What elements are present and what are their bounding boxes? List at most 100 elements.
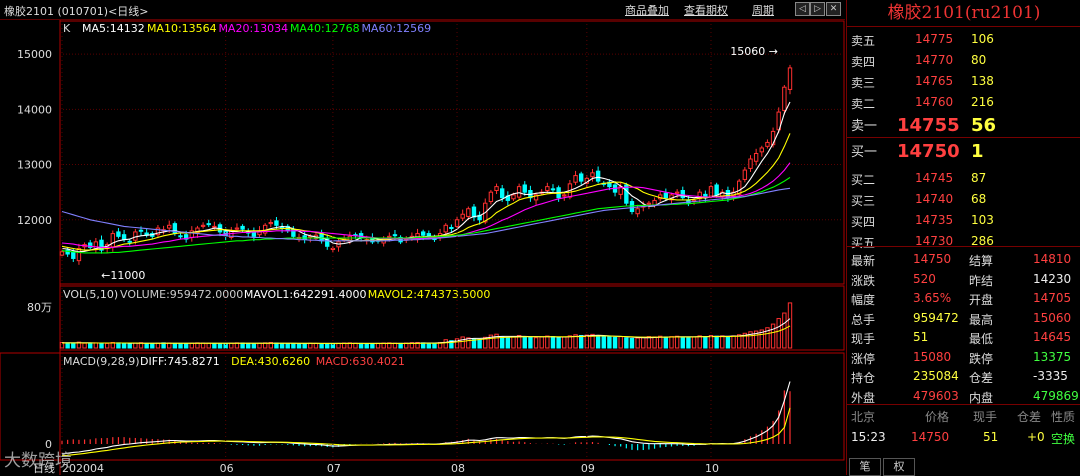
stat-label: 仓差 [969,371,994,385]
volume-bar [573,334,578,349]
volume-bar [505,337,511,349]
volume-bar [776,318,781,349]
tick-time: 15:23 [851,430,886,444]
tick-header-oi: 仓差 [1017,410,1042,424]
kline-ytick: 15000 [17,48,52,61]
volume-bar [172,342,178,349]
volume-bar [189,342,194,349]
stat-label: 涨停 [851,351,876,366]
volume-bar [65,342,70,349]
volume-bar [449,340,454,349]
menu-view-options[interactable]: 查看期权 [684,4,728,17]
tick-header-type: 性质 [1051,410,1076,424]
candle-body [262,224,268,234]
volume-bar [658,335,663,349]
volume-bar [229,342,234,349]
candle-body [759,147,764,153]
ask-price: 14755 [897,115,960,136]
scroll-right-icon[interactable]: ▷ [810,2,825,16]
volume-bar [358,342,364,349]
period-label: 日线 [33,461,55,475]
macd-legend-item: DIFF:745.8271 [140,355,220,368]
ma-line-ma60 [61,187,791,242]
macd-dea-line [61,407,791,457]
ask-row-4: 卖四 14770 80 [847,51,1080,71]
bid-label: 买二 [851,173,876,187]
bid-row-5: 买五 14730 286 [847,232,1080,252]
tick-price: 14750 [911,430,950,444]
volume-bar [291,343,296,349]
candle-body [387,235,392,238]
volume-bar [562,336,567,349]
candle-body [522,184,527,193]
stat-label: 涨跌 [851,273,876,288]
candle-body [753,153,759,162]
candle-body [545,186,550,192]
stat-row: 总手 959472 最高 15060 [847,309,1080,329]
volume-bar [674,335,680,349]
stat-row: 持仓 235084 仓差 -3335 [847,367,1080,387]
volume-bar [686,336,691,349]
volume-bar [601,336,606,349]
stat-row: 现手 51 最低 14645 [847,328,1080,348]
tick-row: 15:23 14750 51 +0 空换 [847,428,1080,448]
stat-value: 3.65% [913,291,952,305]
candle-body [99,239,104,251]
volume-bar [319,343,324,349]
ask-volume: 80 [971,53,987,67]
stat-value: 14810 [1033,252,1072,266]
stat-row: 涨跌 520 昨结 14230 [847,270,1080,290]
tab-ticks[interactable]: 笔 [849,458,881,476]
volume-bar [635,337,640,349]
scroll-left-icon[interactable]: ◁ [795,2,810,16]
bid-volume: 286 [971,234,994,248]
volume-bar [268,341,273,349]
macd-legend-item: DEA:430.6260 [231,355,310,368]
volume-bar [539,336,544,349]
kline-ytick: 12000 [17,214,52,227]
chart-toolbar: 橡胶2101 (010701)<日线> 商品叠加 查看期权 周期 ◁ ▷ □ ✕ [0,0,845,20]
volume-bar [731,335,736,349]
candle-body [116,231,121,237]
candle-body [607,181,612,188]
candle-body [471,206,477,218]
x-tick-label: 07 [327,462,341,475]
ask-row-2: 卖二 14760 216 [847,93,1080,113]
volume-bar [629,337,635,349]
volume-bar [257,342,262,349]
candle-body [737,180,742,195]
volume-bar [392,342,398,349]
volume-bar [325,343,330,349]
candle-body [550,188,556,191]
macd-frame [0,352,845,461]
x-tick-label: 202004 [62,462,104,475]
volume-bar [607,336,612,349]
volume-bar [765,327,770,349]
candle-body [533,194,539,201]
menu-period[interactable]: 周期 [752,4,774,17]
candle-body [76,247,82,262]
volume-bar [742,332,748,349]
close-icon[interactable]: ✕ [826,2,841,16]
stat-value: 15060 [1033,310,1072,325]
candle-body [516,186,522,198]
menu-overlay-products[interactable]: 商品叠加 [625,4,669,17]
volume-bar [82,342,87,349]
volume-legend-item: MAVOL1:642291.4000 [244,288,367,301]
kline-chart[interactable]: K MA5:14132 MA10:13564 MA20:13034 MA40:12768… [0,20,845,475]
candle-body [155,227,161,236]
volume-legend-item: VOLUME:959472.0000 [120,288,243,301]
candle-body [697,191,702,200]
bid-row-3: 买三 14740 68 [847,190,1080,210]
candle-body [714,184,719,196]
kline-frame [59,20,845,285]
volume-bar [646,336,652,349]
candle-body [494,186,499,192]
candle-body [624,184,629,204]
volume-bar [240,342,245,349]
ask-volume: 216 [971,95,994,109]
volume-bar [246,342,251,349]
tab-rights[interactable]: 权 [883,458,915,476]
volume-bar [144,342,149,349]
volume-bar [787,302,793,349]
